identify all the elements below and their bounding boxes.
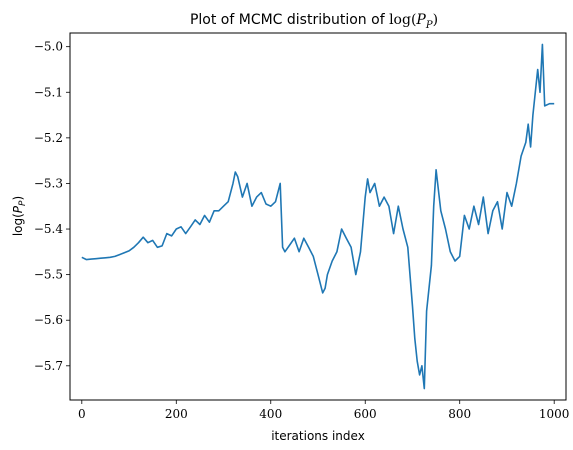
plot-area-frame — [69, 32, 567, 401]
x-axis-label: iterations index — [271, 429, 365, 443]
x-tick-label: 1000 — [539, 407, 570, 421]
y-tick-label: −5.5 — [34, 268, 63, 282]
y-axis-label-close: ) — [11, 196, 25, 201]
chart-title-math-close: ) — [433, 12, 438, 28]
y-axis-label: log(PP) — [11, 196, 28, 236]
x-tick-label: 400 — [259, 407, 282, 421]
y-tick-label: −5.2 — [34, 131, 63, 145]
x-axis: 0 200 400 600 800 1000 — [78, 400, 569, 421]
x-tick-label: 200 — [165, 407, 188, 421]
y-axis: −5.7 −5.6 −5.5 −5.4 −5.3 −5.2 −5.1 −5.0 — [34, 40, 70, 373]
y-tick-label: −5.4 — [34, 222, 64, 236]
y-tick-label: −5.3 — [34, 176, 63, 190]
chart-title: Plot of MCMC distribution of log(PP) — [190, 12, 438, 31]
chart-title-math-sub: P — [425, 20, 433, 31]
chart-title-math-func: log( — [389, 12, 416, 28]
series-line-log-pp — [81, 43, 555, 390]
chart-title-prefix: Plot of MCMC distribution of — [190, 12, 389, 28]
y-tick-label: −5.7 — [34, 359, 63, 373]
y-axis-label-sub: P — [18, 200, 28, 206]
x-tick-label: 800 — [448, 407, 471, 421]
x-tick-label: 600 — [354, 407, 377, 421]
x-tick-label: 0 — [78, 407, 86, 421]
y-tick-label: −5.0 — [34, 40, 63, 54]
y-axis-label-var: P — [11, 205, 25, 213]
y-tick-label: −5.1 — [34, 85, 63, 99]
y-axis-label-func: log( — [11, 213, 25, 236]
chart-title-math-var: P — [415, 12, 426, 28]
y-tick-label: −5.6 — [34, 313, 63, 327]
